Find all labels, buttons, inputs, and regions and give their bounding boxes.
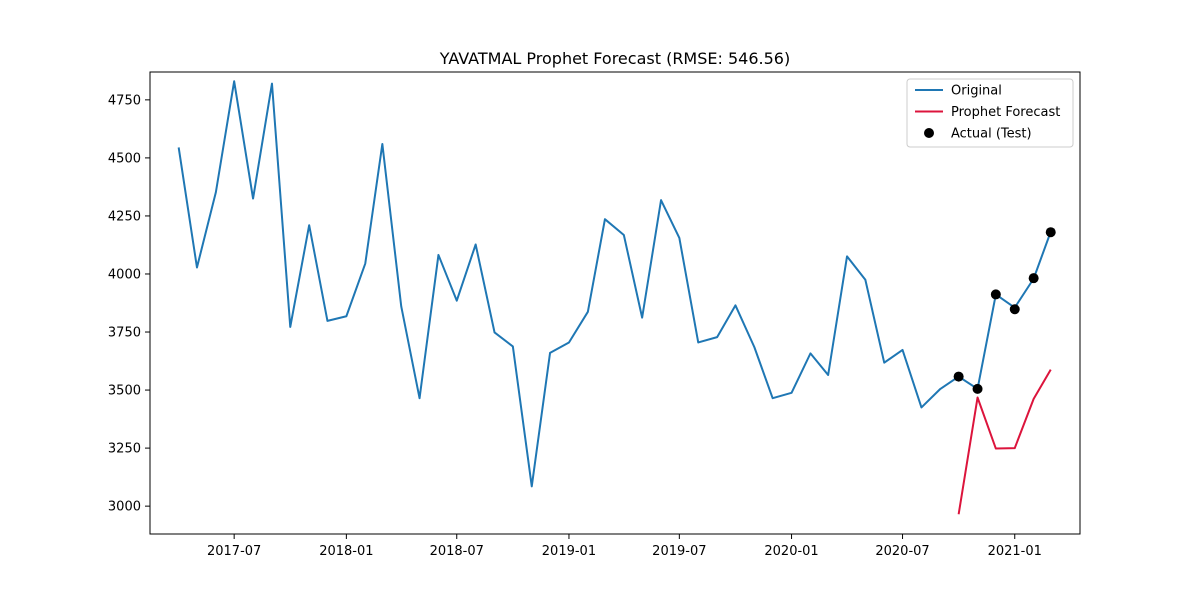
- x-tick-label: 2019-07: [652, 544, 706, 559]
- x-tick-label: 2019-01: [542, 544, 596, 559]
- scatter-point: [1028, 273, 1039, 284]
- y-tick-label: 3000: [108, 500, 141, 515]
- series-layer: [177, 80, 1056, 515]
- x-tick-label: 2021-01: [988, 544, 1042, 559]
- scatter-point: [972, 383, 983, 394]
- x-tick-label: 2020-07: [875, 544, 929, 559]
- series-line-0: [177, 80, 1052, 488]
- legend-label-0: Original: [951, 84, 1002, 99]
- series-line-1: [957, 369, 1052, 515]
- x-tick-label: 2017-07: [207, 544, 261, 559]
- plot-area: [150, 72, 1080, 534]
- y-tick-label: 3250: [108, 442, 141, 457]
- y-tick-label: 4750: [108, 93, 141, 108]
- y-tick-label: 4250: [108, 209, 141, 224]
- scatter-point: [1045, 227, 1056, 238]
- scatter-point: [953, 371, 964, 382]
- scatter-point: [1009, 304, 1020, 315]
- y-tick-label: 4500: [108, 151, 141, 166]
- y-tick-label: 4000: [108, 267, 141, 282]
- legend-label-2: Actual (Test): [951, 127, 1032, 142]
- legend-box: [906, 78, 1074, 148]
- y-tick-label: 3500: [108, 384, 141, 399]
- y-tick-label: 3750: [108, 326, 141, 341]
- x-tick-label: 2020-01: [764, 544, 818, 559]
- x-tick-label: 2018-07: [430, 544, 484, 559]
- chart-title: YAVATMAL Prophet Forecast (RMSE: 546.56): [439, 49, 790, 68]
- plot-frame: [149, 71, 1081, 535]
- axes-layer: 2017-07 2018-01 2018-07 2019-01 2019-07 2020-…: [108, 93, 1042, 559]
- legend-label-1: Prophet Forecast: [951, 105, 1060, 120]
- legend-swatch-2: [924, 128, 934, 138]
- scatter-point: [990, 289, 1001, 300]
- legend: Original Prophet Forecast Actual (Test): [906, 78, 1074, 148]
- x-tick-label: 2018-01: [319, 544, 373, 559]
